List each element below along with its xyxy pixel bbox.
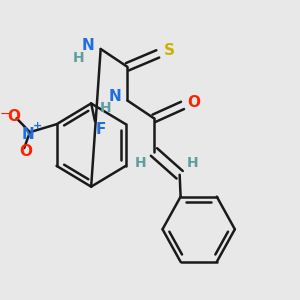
Text: O: O: [20, 145, 33, 160]
Text: S: S: [164, 44, 175, 59]
Text: N: N: [22, 127, 34, 142]
Text: +: +: [33, 121, 42, 131]
Text: N: N: [82, 38, 95, 53]
Text: H: H: [135, 156, 146, 170]
Text: N: N: [109, 89, 121, 104]
Text: O: O: [7, 109, 20, 124]
Text: H: H: [100, 101, 111, 116]
Text: H: H: [187, 156, 199, 170]
Text: −: −: [0, 108, 11, 121]
Text: F: F: [95, 122, 106, 137]
Text: O: O: [188, 95, 200, 110]
Text: H: H: [73, 51, 85, 65]
